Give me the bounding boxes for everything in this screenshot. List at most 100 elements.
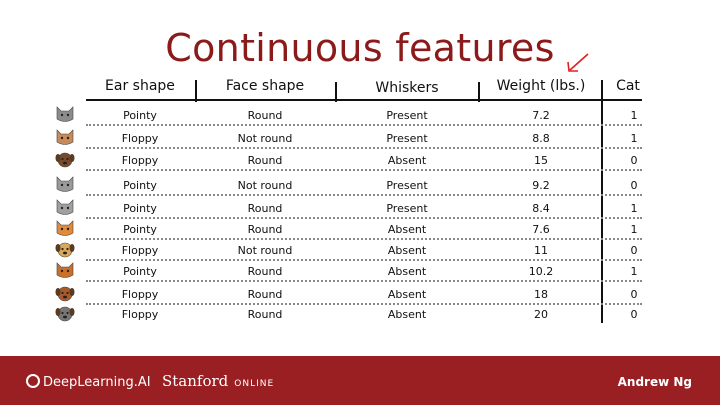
cell-cat: 0 xyxy=(630,244,638,257)
cell-face: Round xyxy=(247,202,283,215)
cell-cat: 1 xyxy=(630,265,638,278)
cell-ear: Pointy xyxy=(123,223,157,236)
cell-face: Not round xyxy=(237,244,293,257)
deeplearning-logo: DeepLearning.AI xyxy=(26,374,151,390)
cell-weight: 11 xyxy=(534,244,548,257)
cell-ear: Pointy xyxy=(123,109,157,122)
divider-2 xyxy=(335,82,337,102)
table-row: Pointy Round Present 8.4 1 xyxy=(0,199,720,221)
cat-orange-icon xyxy=(56,220,74,236)
cell-whiskers: Absent xyxy=(387,308,427,321)
online-text: ONLINE xyxy=(234,379,275,389)
cell-cat: 1 xyxy=(630,202,638,215)
cell-face: Round xyxy=(247,223,283,236)
cell-ear: Floppy xyxy=(121,244,159,257)
cell-face: Not round xyxy=(237,179,293,192)
dog-brown-icon xyxy=(55,152,75,168)
divider-1 xyxy=(195,80,197,102)
cell-whiskers: Absent xyxy=(387,223,427,236)
cell-ear: Floppy xyxy=(121,132,159,145)
dog-tan-icon xyxy=(55,242,75,258)
cell-weight: 8.8 xyxy=(532,132,550,145)
cell-whiskers: Present xyxy=(386,202,428,215)
cell-face: Round xyxy=(247,265,283,278)
row-separator xyxy=(86,303,642,305)
table-row: Floppy Round Absent 20 0 xyxy=(0,305,720,327)
row-separator xyxy=(86,238,642,240)
table-row: Floppy Not round Absent 11 0 xyxy=(0,241,720,263)
cell-cat: 0 xyxy=(630,308,638,321)
cell-cat: 0 xyxy=(630,288,638,301)
cell-cat: 0 xyxy=(630,179,638,192)
cell-ear: Pointy xyxy=(123,265,157,278)
cell-whiskers: Present xyxy=(386,109,428,122)
table-row: Floppy Not round Present 8.8 1 xyxy=(0,129,720,151)
table-row: Pointy Round Absent 7.6 1 xyxy=(0,220,720,242)
red-arrow-annotation xyxy=(567,53,589,72)
divider-3 xyxy=(478,82,480,102)
cell-cat: 0 xyxy=(630,154,638,167)
cell-whiskers: Absent xyxy=(387,244,427,257)
cell-whiskers: Absent xyxy=(387,288,427,301)
cell-face: Not round xyxy=(237,132,293,145)
deeplearning-icon xyxy=(26,374,40,388)
cat-tabby-icon xyxy=(56,129,74,145)
brand-text: DeepLearning.AI xyxy=(43,375,151,390)
cell-face: Round xyxy=(247,109,283,122)
row-separator xyxy=(86,147,642,149)
cell-ear: Pointy xyxy=(123,202,157,215)
row-separator xyxy=(86,217,642,219)
stanford-logo: Stanford ONLINE xyxy=(162,372,274,390)
cell-face: Round xyxy=(247,288,283,301)
header-cat: Cat xyxy=(616,78,640,94)
table-row: Pointy Not round Present 9.2 0 xyxy=(0,176,720,198)
cell-cat: 1 xyxy=(630,109,638,122)
cell-weight: 18 xyxy=(534,288,548,301)
row-separator xyxy=(86,124,642,126)
cell-face: Round xyxy=(247,308,283,321)
cell-weight: 15 xyxy=(534,154,548,167)
dog-red-icon xyxy=(55,286,75,302)
table-row: Floppy Round Absent 18 0 xyxy=(0,285,720,307)
cat-ginger-icon xyxy=(56,262,74,278)
features-table: Ear shape Face shape Whiskers Weight (lb… xyxy=(0,78,720,327)
cell-weight: 9.2 xyxy=(532,179,550,192)
table-row: Pointy Round Present 7.2 1 xyxy=(0,106,720,128)
header-rule xyxy=(86,99,642,101)
slide-title: Continuous features xyxy=(165,26,555,70)
stanford-text: Stanford xyxy=(162,372,229,390)
cat-gray2-icon xyxy=(56,199,74,215)
cell-ear: Floppy xyxy=(121,308,159,321)
row-separator xyxy=(86,280,642,282)
author-name: Andrew Ng xyxy=(617,375,692,389)
cat-gray-icon xyxy=(56,106,74,122)
table-row: Pointy Round Absent 10.2 1 xyxy=(0,262,720,284)
wolf-dog-icon xyxy=(56,176,74,192)
cell-ear: Pointy xyxy=(123,179,157,192)
header-weight: Weight (lbs.) xyxy=(496,78,586,94)
cell-cat: 1 xyxy=(630,132,638,145)
header-face-shape: Face shape xyxy=(225,78,305,94)
cell-weight: 20 xyxy=(534,308,548,321)
row-separator xyxy=(86,169,642,171)
cell-face: Round xyxy=(247,154,283,167)
row-separator xyxy=(86,194,642,196)
row-separator xyxy=(86,259,642,261)
table-row: Floppy Round Absent 15 0 xyxy=(0,151,720,173)
header-ear-shape: Ear shape xyxy=(105,78,175,94)
cell-ear: Floppy xyxy=(121,288,159,301)
footer-bar: DeepLearning.AI Stanford ONLINE Andrew Ng xyxy=(0,356,720,405)
divider-weight-cat xyxy=(601,80,603,323)
cell-whiskers: Absent xyxy=(387,154,427,167)
header-whiskers: Whiskers xyxy=(375,80,439,96)
cell-whiskers: Present xyxy=(386,179,428,192)
cell-weight: 7.6 xyxy=(532,223,550,236)
cell-whiskers: Present xyxy=(386,132,428,145)
cell-cat: 1 xyxy=(630,223,638,236)
cell-weight: 7.2 xyxy=(532,109,550,122)
dog-gray-icon xyxy=(55,306,75,322)
cell-ear: Floppy xyxy=(121,154,159,167)
cell-whiskers: Absent xyxy=(387,265,427,278)
cell-weight: 10.2 xyxy=(528,265,554,278)
cell-weight: 8.4 xyxy=(532,202,550,215)
